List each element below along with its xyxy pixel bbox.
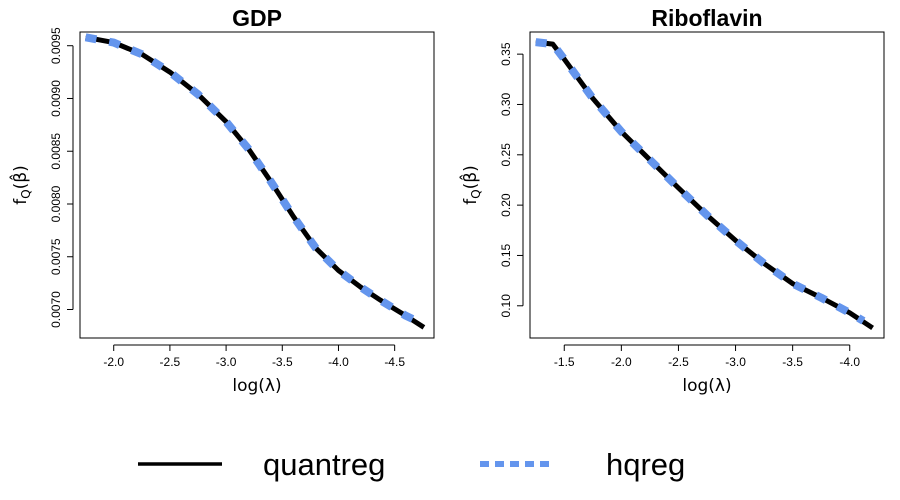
y-tick-label: 0.0090 [49,80,63,117]
y-tick-label: 0.35 [499,42,513,66]
series-line-hqreg-gdp [84,33,419,325]
plot-frame-riboflavin [529,31,885,339]
y-tick-label: 0.0095 [49,27,63,64]
y-label-base-riboflavin: f [461,198,481,205]
y-label-arg-gdp: (β̂) [8,165,31,189]
plot-area-riboflavin [535,38,874,330]
y-tick-label: 0.10 [499,294,513,318]
x-tick-label: -4.0 [328,355,349,369]
x-tick-label: -1.5 [554,355,575,369]
x-tick-label: -3.0 [216,355,237,369]
series-line-quantreg-riboflavin [535,39,874,330]
x-axis-gdp: -2.0 -2.5 -3.0 -3.5 -4.0 -4.5 [103,344,405,369]
x-tick-label: -3.5 [782,355,803,369]
y-tick-label: 0.30 [499,92,513,116]
x-tick-label: -4.5 [384,355,405,369]
chart-title-gdp: GDP [232,5,282,31]
y-label-sub-riboflavin: Q [469,189,483,198]
x-tick-label: -4.0 [839,355,860,369]
series-line-hqreg-riboflavin [535,38,866,325]
legend-label-hqreg: hqreg [606,447,685,482]
y-axis-riboflavin: 0.10 0.15 0.20 0.25 0.30 0.35 [499,42,524,318]
y-axis-gdp: 0.0070 0.0075 0.0080 0.0085 0.0090 0.0095 [49,27,74,328]
x-tick-label: -2.5 [668,355,689,369]
y-tick-label: 0.0075 [49,238,63,275]
x-axis-label-gdp: log(λ) [232,376,281,396]
y-label-base-gdp: f [11,198,31,205]
y-tick-label: 0.0080 [49,185,63,222]
plot-frame-gdp [79,31,435,339]
y-tick-label: 0.15 [499,243,513,267]
x-tick-label: -2.5 [160,355,181,369]
y-label-arg-riboflavin: (β̂) [458,165,481,189]
series-line-quantreg-gdp [85,34,426,330]
y-tick-label: 0.0085 [49,133,63,170]
x-tick-label: -2.0 [103,355,124,369]
x-axis-riboflavin: -1.5 -2.0 -2.5 -3.0 -3.5 -4.0 [554,344,860,369]
y-axis-label-riboflavin: fQ(β̂) [458,165,483,205]
y-tick-label: 0.0070 [49,291,63,328]
plot-area-gdp [84,33,426,330]
chart-panel-riboflavin: Riboflavin -1.5 -2.0 -2.5 -3.0 -3.5 -4.0 0.10… [458,5,885,396]
y-label-sub-gdp: Q [19,189,33,198]
y-axis-label-gdp: fQ(β̂) [8,165,33,205]
x-tick-label: -3.0 [725,355,746,369]
x-tick-label: -3.5 [272,355,293,369]
x-axis-label-riboflavin: log(λ) [682,376,731,396]
x-tick-label: -2.0 [611,355,632,369]
legend: quantreg hqreg [138,447,685,482]
y-tick-label: 0.25 [499,143,513,167]
legend-label-quantreg: quantreg [263,447,385,482]
y-tick-label: 0.20 [499,193,513,217]
chart-title-riboflavin: Riboflavin [651,5,762,31]
chart-panel-gdp: GDP -2.0 -2.5 -3.0 -3.5 -4.0 -4.5 0.00700.007… [8,5,435,396]
